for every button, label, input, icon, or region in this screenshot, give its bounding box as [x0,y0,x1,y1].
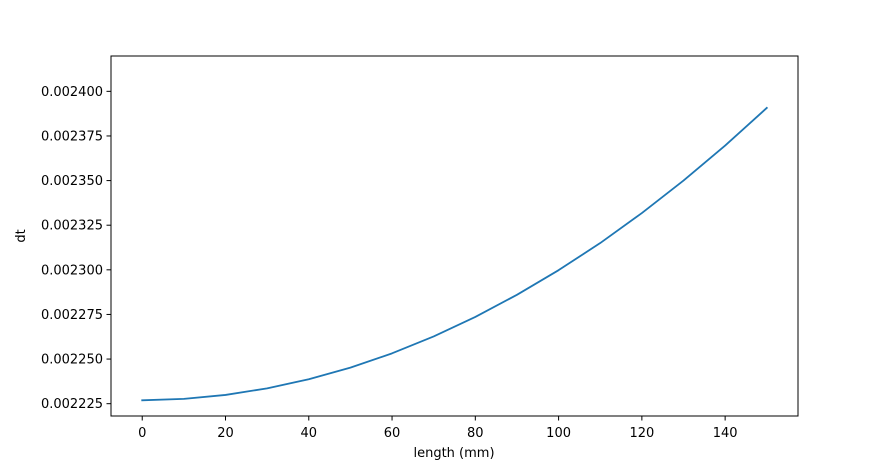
series-line-0 [141,106,769,402]
y-tick-label: 0.002300 [41,263,103,278]
y-axis-ticks: 0.002225 0.002250 0.002275 0.002300 0.002325… [41,85,111,412]
x-tick-label: 60 [384,426,401,441]
y-tick-label: 0.002325 [41,219,103,234]
plot-frame [110,55,799,417]
y-tick-label: 0.002375 [41,129,103,144]
x-axis-label: length (mm) [413,446,494,461]
x-tick-label: 100 [546,426,571,441]
y-tick-label: 0.002225 [41,397,103,412]
y-tick-label: 0.002400 [41,85,103,100]
x-tick-label: 140 [713,426,738,441]
x-tick-label: 20 [217,426,234,441]
x-axis-ticks: 0 20 40 60 80 100 120 140 [138,416,738,441]
y-tick-label: 0.002250 [41,353,103,368]
y-axis-label: dt [14,229,29,242]
x-tick-label: 40 [300,426,317,441]
x-tick-label: 120 [629,426,654,441]
y-tick-label: 0.002350 [41,174,103,189]
plot-area [110,55,799,417]
x-tick-label: 80 [467,426,484,441]
y-tick-label: 0.002275 [41,308,103,323]
x-tick-label: 0 [138,426,146,441]
